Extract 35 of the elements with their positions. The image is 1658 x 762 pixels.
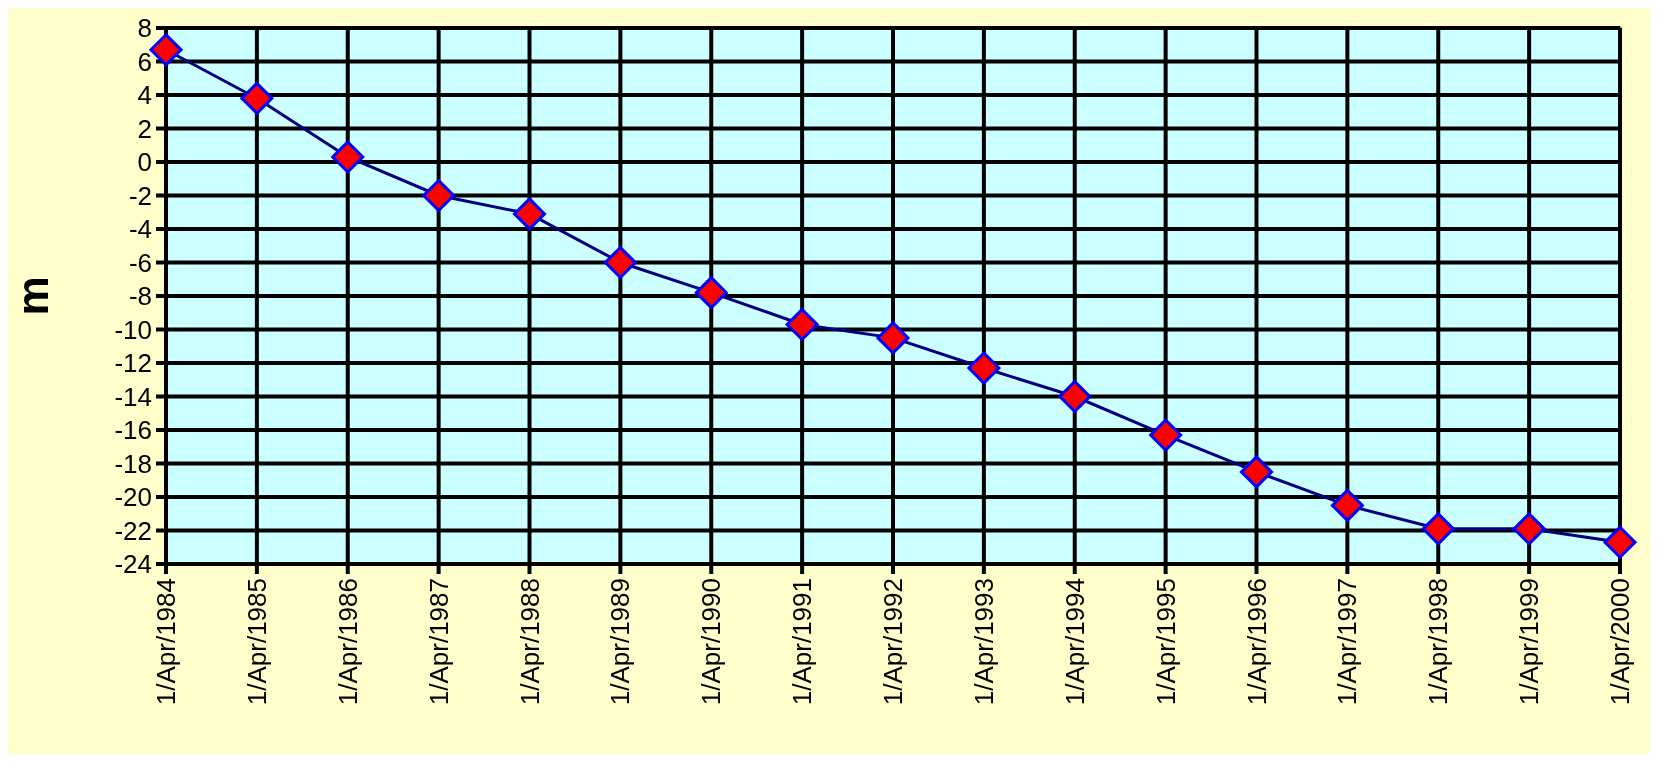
y-tick-label: -10 (114, 314, 152, 345)
x-tick-label: 1/Apr/1995 (1150, 578, 1181, 706)
x-tick-label: 1/Apr/1989 (605, 578, 636, 706)
x-tick-label: 1/Apr/1990 (696, 578, 727, 706)
x-tick-label: 1/Apr/1988 (514, 578, 545, 706)
x-tick-label: 1/Apr/2000 (1605, 578, 1636, 706)
y-tick-label: -20 (114, 482, 152, 513)
y-tick-label: -18 (114, 448, 152, 479)
x-tick-label: 1/Apr/1997 (1332, 578, 1363, 706)
x-tick-label: 1/Apr/1999 (1514, 578, 1545, 706)
y-tick-label: -22 (114, 515, 152, 546)
y-tick-label: -24 (114, 549, 152, 580)
x-tick-label: 1/Apr/1991 (787, 578, 818, 706)
y-tick-label: -12 (114, 348, 152, 379)
x-tick-label: 1/Apr/1986 (332, 578, 363, 706)
x-tick-label: 1/Apr/1998 (1423, 578, 1454, 706)
y-tick-label: 4 (137, 80, 152, 111)
x-tick-label: 1/Apr/1996 (1241, 578, 1272, 706)
y-tick-label: -2 (128, 180, 152, 211)
x-tick-label: 1/Apr/1987 (423, 578, 454, 706)
y-axis-title: m (8, 276, 57, 316)
x-tick-label: 1/Apr/1984 (151, 578, 182, 706)
y-tick-label: -6 (128, 247, 152, 278)
y-tick-label: -14 (114, 381, 152, 412)
y-tick-label: 6 (137, 46, 152, 77)
y-tick-label: 2 (137, 113, 152, 144)
x-tick-label: 1/Apr/1994 (1059, 578, 1090, 706)
y-tick-label: 8 (137, 13, 152, 44)
y-tick-label: -4 (128, 214, 152, 245)
y-tick-label: -8 (128, 281, 152, 312)
y-tick-label: -16 (114, 415, 152, 446)
x-tick-label: 1/Apr/1992 (878, 578, 909, 706)
x-tick-label: 1/Apr/1985 (241, 578, 272, 706)
x-tick-label: 1/Apr/1993 (968, 578, 999, 706)
y-tick-label: 0 (137, 147, 152, 178)
